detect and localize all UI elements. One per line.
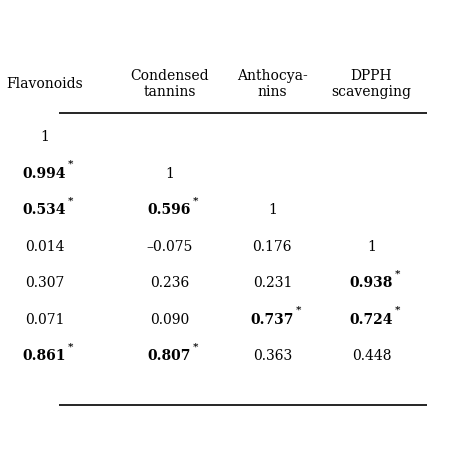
Text: 0.090: 0.090 xyxy=(150,313,189,327)
Text: 0.231: 0.231 xyxy=(253,276,292,290)
Text: 0.307: 0.307 xyxy=(25,276,64,290)
Text: 0.448: 0.448 xyxy=(352,349,391,363)
Text: 1: 1 xyxy=(268,203,277,217)
Text: 0.596: 0.596 xyxy=(148,203,191,217)
Text: 0.014: 0.014 xyxy=(25,240,64,254)
Text: 1: 1 xyxy=(367,240,376,254)
Text: Condensed
tannins: Condensed tannins xyxy=(130,69,209,100)
Text: 0.363: 0.363 xyxy=(253,349,292,363)
Text: *: * xyxy=(68,160,73,169)
Text: 0.534: 0.534 xyxy=(23,203,66,217)
Text: 0.994: 0.994 xyxy=(23,167,66,181)
Text: –0.075: –0.075 xyxy=(146,240,192,254)
Text: *: * xyxy=(296,306,301,315)
Text: 0.724: 0.724 xyxy=(350,313,393,327)
Text: 0.737: 0.737 xyxy=(251,313,294,327)
Text: *: * xyxy=(395,270,401,279)
Text: *: * xyxy=(193,197,199,206)
Text: *: * xyxy=(395,306,401,315)
Text: Anthocya-
nins: Anthocya- nins xyxy=(237,69,308,100)
Text: 1: 1 xyxy=(165,167,174,181)
Text: 0.236: 0.236 xyxy=(150,276,189,290)
Text: 1: 1 xyxy=(40,130,49,144)
Text: *: * xyxy=(193,343,199,352)
Text: 0.071: 0.071 xyxy=(25,313,64,327)
Text: Flavonoids: Flavonoids xyxy=(6,77,83,91)
Text: 0.938: 0.938 xyxy=(350,276,393,290)
Text: *: * xyxy=(68,197,73,206)
Text: *: * xyxy=(68,343,73,352)
Text: 0.807: 0.807 xyxy=(148,349,191,363)
Text: 0.861: 0.861 xyxy=(23,349,66,363)
Text: DPPH
scavenging: DPPH scavenging xyxy=(331,69,411,100)
Text: 0.176: 0.176 xyxy=(253,240,292,254)
